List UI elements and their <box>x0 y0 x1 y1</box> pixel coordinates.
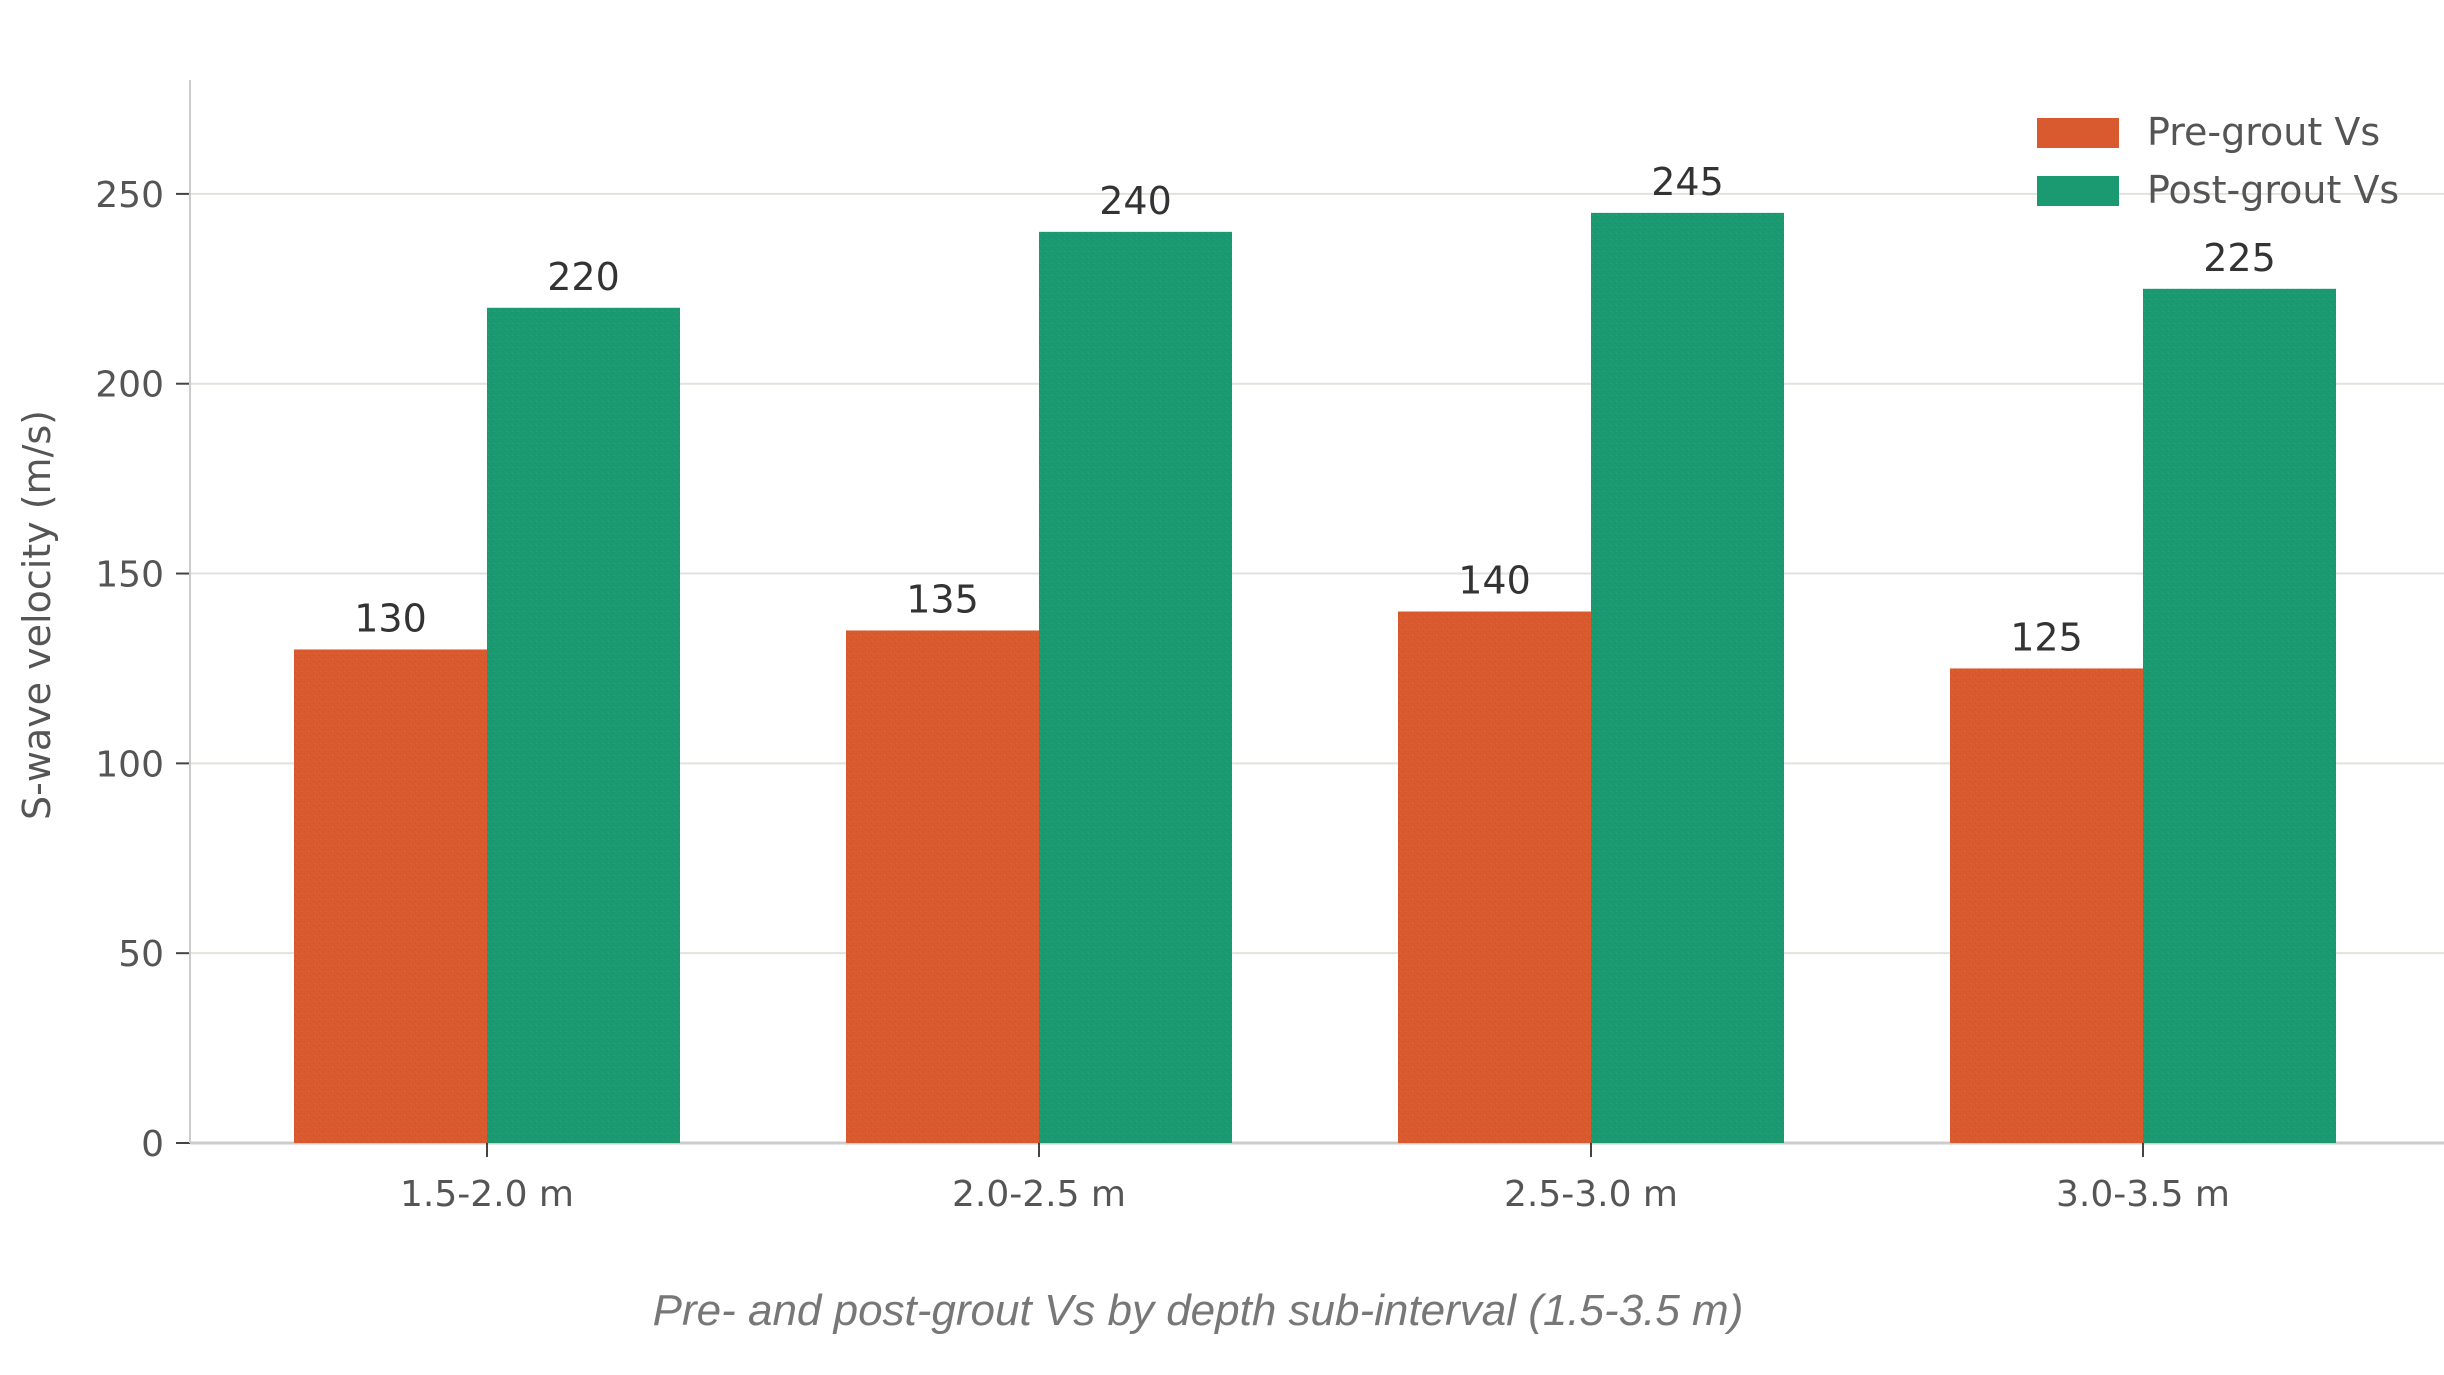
data-label: 125 <box>2010 615 2083 659</box>
y-tick-label: 0 <box>141 1124 164 1165</box>
x-tick-label: 1.5-2.0 m <box>400 1174 574 1215</box>
legend-label: Pre-grout Vs <box>2147 110 2380 154</box>
bars <box>294 212 2336 1143</box>
bar-texture <box>2143 288 2336 1143</box>
bar-texture <box>1398 611 1591 1143</box>
y-tick-label: 100 <box>95 744 164 785</box>
legend-label: Post-grout Vs <box>2147 168 2399 212</box>
x-tick-label: 2.0-2.5 m <box>952 1174 1126 1215</box>
y-tick-label: 50 <box>118 934 164 975</box>
data-label: 140 <box>1458 559 1531 603</box>
legend: Pre-grout Vs Post-grout Vs <box>2037 110 2399 212</box>
y-axis-label: S-wave velocity (m/s) <box>15 410 59 820</box>
data-label: 240 <box>1099 179 1172 223</box>
legend-swatch <box>2037 118 2119 148</box>
y-tick-label: 150 <box>95 555 164 596</box>
x-tick-label: 3.0-3.5 m <box>2056 1174 2230 1215</box>
x-tick-label: 2.5-3.0 m <box>1504 1174 1678 1215</box>
data-label: 220 <box>547 255 620 299</box>
bar-texture <box>1950 668 2143 1143</box>
bar-texture <box>294 649 487 1143</box>
data-label: 245 <box>1651 160 1724 204</box>
bar-texture <box>1591 212 1784 1143</box>
data-label: 135 <box>906 577 979 621</box>
data-labels: 130 220 135 240 140 245 125 225 <box>354 160 2276 660</box>
data-label: 130 <box>354 596 427 640</box>
bar-texture <box>487 307 680 1143</box>
bar-texture <box>846 630 1039 1143</box>
chart-caption: Pre- and post-grout Vs by depth sub-inte… <box>653 1286 1744 1335</box>
data-label: 225 <box>2203 236 2276 280</box>
bar-texture <box>1039 231 1232 1143</box>
legend-swatch <box>2037 176 2119 206</box>
y-tick-label: 200 <box>95 365 164 406</box>
y-tick-label: 250 <box>95 175 164 216</box>
